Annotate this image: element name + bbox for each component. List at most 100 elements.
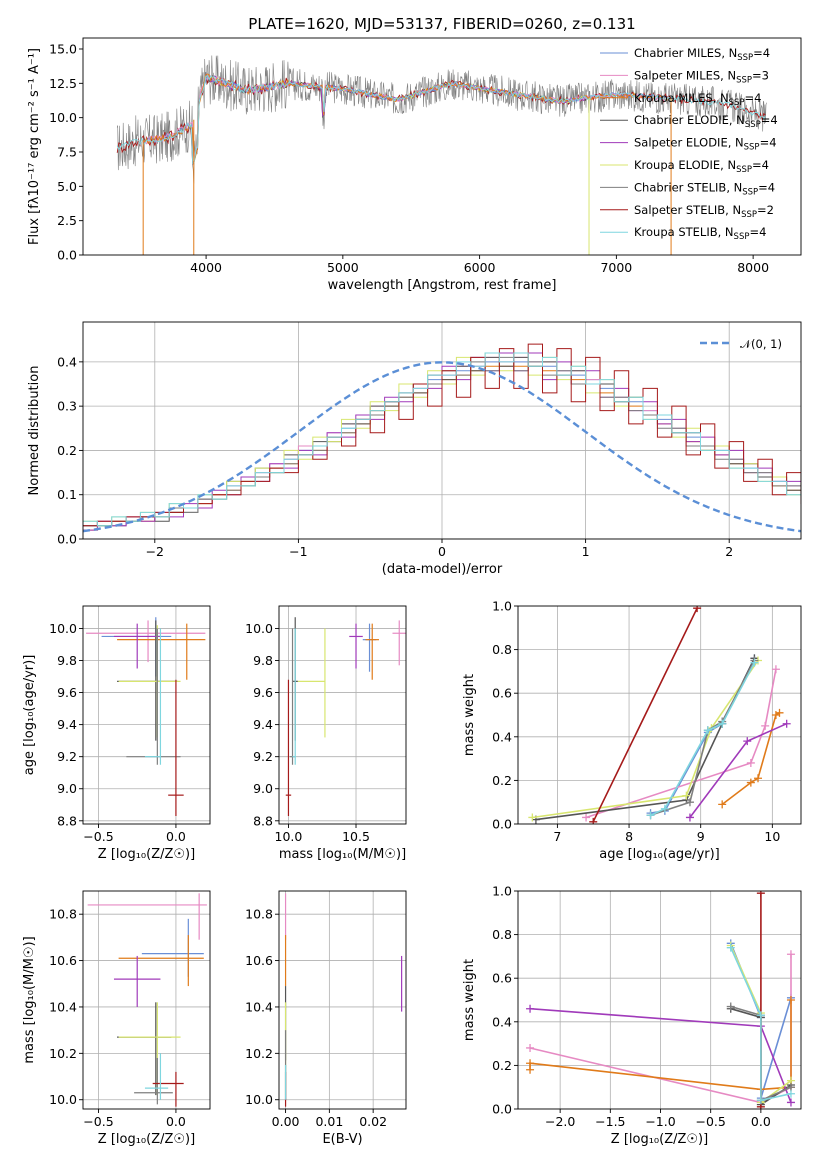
x-tick-label: 0.02: [359, 1114, 387, 1129]
age-vs-mass-plot-area: [279, 606, 406, 824]
x-tick-label: 2: [725, 544, 733, 559]
x-tick-label: −1.0: [645, 1114, 675, 1129]
y-tick-label: 1.0: [492, 884, 512, 899]
age-vs-z-plot-area: [83, 606, 210, 824]
mass-vs-ebv-panel: 0.00 0.01 0.02 10.0 10.2 10.4 10.6 10.8 E(B-V): [245, 890, 407, 1147]
marker: [761, 721, 770, 730]
x-tick-label: −2: [146, 544, 164, 559]
y-tick-label: 0.0: [57, 532, 77, 547]
marker: [786, 1089, 795, 1098]
spectrum-line-kroupa-miles: [142, 73, 671, 163]
y-tick-label: 0.6: [492, 686, 512, 701]
spectrum-line-salpeter-miles: [142, 75, 671, 161]
marker: [685, 813, 694, 822]
point-salpeter-elodie: [349, 623, 363, 669]
point-salpeter-stelib: [168, 679, 184, 816]
age-vs-mass-frame: [278, 605, 407, 825]
x-tick-label: 0.0: [751, 1114, 771, 1129]
marker: [526, 1043, 535, 1052]
residuals-panel: −2 −1 0 1 2 0.0 0.1 0.2 0.3 0.4 (data-model)/error…: [27, 321, 802, 577]
marker: [718, 800, 727, 809]
legend-entry: 𝒩(0, 1): [740, 337, 782, 351]
spectrum-line-chabrier-miles: [142, 75, 671, 160]
point-chabrier-elodie: [117, 620, 178, 741]
age-vs-mass-panel: 10.0 10.5 8.8 9.0 9.2 9.4 9.6 9.8 10.0 mass [log₁…: [245, 605, 407, 862]
point-kroupa-miles: [117, 623, 206, 680]
x-axis-label: Z [log₁₀(Z/Z☉)]: [611, 1132, 708, 1147]
y-tick-label: 2.5: [57, 213, 77, 228]
y-axis-label: age [log₁₀(age/yr)]: [22, 655, 37, 776]
marker: [526, 1059, 535, 1068]
marker: [589, 817, 598, 824]
series-kroupa-stelib: [646, 658, 759, 820]
legend-entry: Chabrier STELIB, NSSP=4: [634, 180, 775, 197]
y-tick-label: 1.0: [492, 599, 512, 614]
marker: [726, 943, 735, 952]
legend-entry: Kroupa MILES, NSSP=4: [634, 91, 761, 108]
point-kroupa-elodie: [118, 1002, 181, 1096]
x-axis-label: age [log₁₀(age/yr)]: [599, 847, 720, 862]
point-kroupa-elodie: [118, 625, 181, 738]
marker: [646, 811, 655, 820]
age-vs-z-panel: −0.5 0.0 8.8 9.0 9.2 9.4 9.6 9.8 10.0 Z [log₁₀(Z/…: [22, 605, 211, 862]
x-tick-label: 7000: [600, 260, 632, 275]
y-tick-label: 10.2: [49, 1046, 77, 1061]
marker: [528, 813, 537, 822]
marker: [756, 891, 765, 898]
x-tick-label: 4000: [190, 260, 222, 275]
marker: [526, 1004, 535, 1013]
marker: [754, 774, 763, 783]
series-chabrier-stelib: [646, 656, 759, 820]
y-tick-label: 10.0: [49, 621, 77, 636]
y-tick-label: 0.4: [492, 1014, 512, 1029]
x-tick-label: 10: [764, 829, 780, 844]
massweight-vs-z-frame: [517, 890, 802, 1110]
series-kroupa-miles: [718, 708, 784, 809]
y-tick-label: 0.8: [492, 642, 512, 657]
y-tick-label: 10.8: [49, 907, 77, 922]
y-tick-label: 8.8: [253, 813, 273, 828]
mass-vs-ebv-plot-area: [279, 891, 406, 1109]
mass-vs-z-plot-area: [83, 891, 210, 1109]
y-axis-label: mass [log₁₀(M/M☉)]: [22, 936, 37, 1063]
legend-entry: Kroupa ELODIE, NSSP=4: [634, 158, 769, 175]
marker: [718, 719, 727, 728]
marker: [775, 708, 784, 717]
y-tick-label: 9.0: [253, 781, 273, 796]
legend-entry: Salpeter MILES, NSSP=3: [634, 68, 769, 85]
x-tick-label: 0.00: [272, 1114, 300, 1129]
y-tick-label: 0.4: [57, 354, 77, 369]
marker: [682, 791, 691, 800]
massweight-vs-age-frame: [517, 605, 802, 825]
marker: [756, 1011, 765, 1020]
point-chabrier-miles: [362, 623, 377, 672]
x-tick-label: −0.5: [696, 1114, 726, 1129]
y-tick-label: 0.1: [57, 487, 77, 502]
marker: [786, 1098, 795, 1107]
y-tick-label: 9.0: [57, 781, 77, 796]
point-salpeter-elodie: [113, 623, 161, 669]
y-tick-label: 10.0: [49, 1092, 77, 1107]
x-tick-label: 0.0: [166, 1114, 186, 1129]
x-tick-label: 7: [553, 829, 561, 844]
legend-entry: Chabrier MILES, NSSP=4: [634, 46, 770, 63]
point-kroupa-stelib: [144, 628, 162, 765]
point-salpeter-stelib: [285, 679, 292, 816]
y-tick-label: 9.2: [253, 749, 273, 764]
histogram-chabrier-miles: [83, 361, 801, 527]
y-tick-label: 0.0: [492, 1102, 512, 1117]
y-tick-label: 9.4: [253, 717, 273, 732]
spectrum-panel: 4000 5000 6000 7000 8000 0.0 2.5 5.0 7.5 10.0 12.5…: [27, 15, 802, 293]
point-chabrier-elodie: [117, 1002, 172, 1096]
marker: [771, 665, 780, 674]
x-axis-label: mass [log₁₀(M/M☉)]: [279, 847, 406, 862]
y-tick-label: 0.4: [492, 729, 512, 744]
point-kroupa-miles: [118, 935, 204, 987]
marker: [685, 798, 694, 807]
y-tick-label: 0.6: [492, 971, 512, 986]
y-tick-label: 10.6: [245, 953, 273, 968]
mass-vs-ebv-frame: [278, 890, 407, 1110]
mass-vs-z-panel: −0.5 0.0 10.0 10.2 10.4 10.6 10.8 Z [log₁₀(Z/Z☉…: [22, 890, 211, 1147]
y-tick-label: 10.0: [49, 110, 77, 125]
y-tick-label: 10.2: [245, 1046, 273, 1061]
